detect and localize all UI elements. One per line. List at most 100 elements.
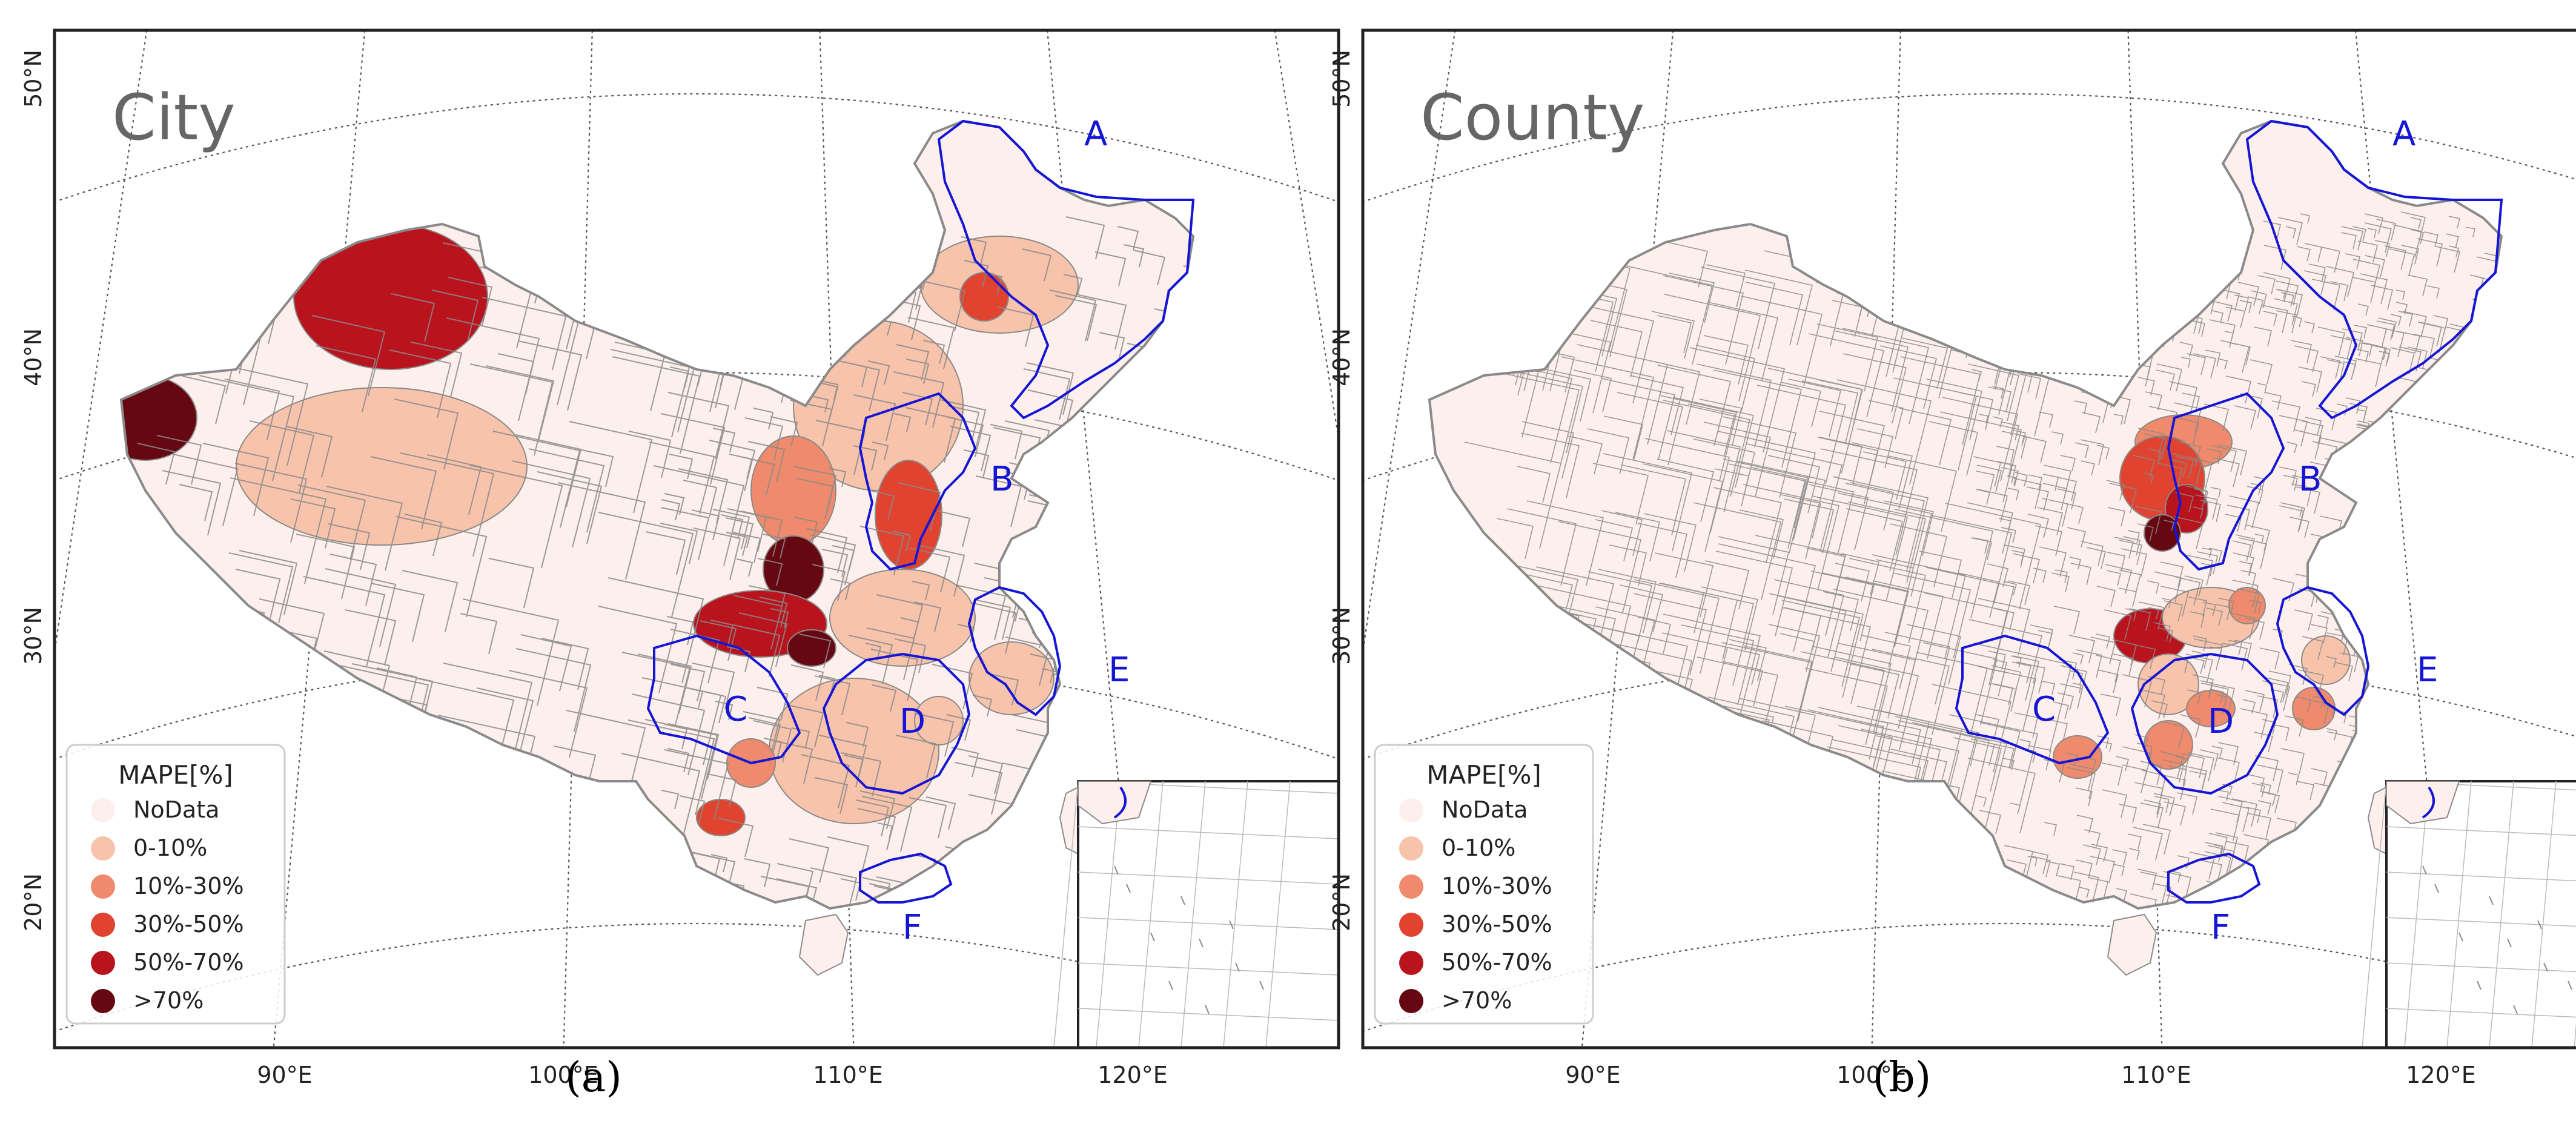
inset-island-7 bbox=[1168, 980, 1173, 990]
map-body-b: A B C D E F MAPE[%] NoData 0-10% 10%-30% 30%-50% 50… bbox=[1363, 30, 2576, 1048]
inset-south-china-sea-a bbox=[1053, 780, 1339, 1048]
region-label-d-a: D bbox=[899, 702, 925, 741]
legend-swatch-a-3 bbox=[91, 913, 115, 937]
mape-area-b-3 bbox=[2144, 514, 2181, 552]
legend-swatch-b-4 bbox=[1399, 951, 1423, 975]
inset-island-4 bbox=[2507, 938, 2512, 948]
mape-area-a-2 bbox=[236, 387, 528, 546]
inset-island-3 bbox=[1150, 932, 1155, 942]
longitude-label-a-3: 120°E bbox=[1098, 1062, 1168, 1088]
inset-frame-b bbox=[2385, 780, 2576, 1048]
panel-b-caption: (b) bbox=[1872, 1054, 1932, 1102]
legend-label-a-1: 0-10% bbox=[133, 835, 207, 861]
region-label-c-a: C bbox=[724, 690, 747, 729]
inset-island-1 bbox=[1126, 884, 1131, 893]
mape-area-b-8 bbox=[2144, 720, 2193, 770]
inset-island-5 bbox=[2543, 962, 2548, 972]
longitude-label-a-2: 110°E bbox=[813, 1062, 883, 1088]
longitude-label-b-3: 120°E bbox=[2406, 1062, 2476, 1088]
legend-label-b-4: 50%-70% bbox=[1442, 949, 1552, 976]
inset-island-0 bbox=[1114, 865, 1119, 875]
latitude-label-b-2: 30°N bbox=[1328, 607, 1355, 665]
region-label-c-b: C bbox=[2032, 690, 2056, 729]
latitude-label-a-3: 20°N bbox=[20, 873, 47, 931]
inset-mainland-b bbox=[2386, 781, 2460, 825]
inset-mainland-a bbox=[1078, 781, 1152, 825]
region-label-e-b: E bbox=[2417, 650, 2438, 690]
mape-area-b-11 bbox=[2292, 687, 2336, 730]
admin-units-a bbox=[121, 212, 1193, 908]
mape-area-b-9 bbox=[2053, 735, 2102, 779]
legend-swatch-a-1 bbox=[91, 836, 115, 861]
legend-swatch-b-0 bbox=[1399, 798, 1423, 822]
longitude-label-b-1: 100°E bbox=[1836, 1062, 1907, 1088]
legend-a: MAPE[%] NoData 0-10% 10%-30% 30%-50% 50%-70% >… bbox=[65, 744, 286, 1025]
legend-swatch-b-2 bbox=[1399, 874, 1423, 899]
panel-frame-b bbox=[1361, 28, 2576, 1050]
inset-island-3 bbox=[2458, 932, 2463, 942]
inset-island-7 bbox=[2477, 980, 2482, 990]
inset-island-1 bbox=[2434, 884, 2439, 893]
region-label-a-a: A bbox=[1084, 114, 1107, 154]
map-body-a: A B C D E F MAPE[%] NoData 0-10% 10%-30% 30%-50% 50… bbox=[55, 30, 1339, 1048]
panel-title-b: County bbox=[1420, 81, 1644, 154]
legend-box-a bbox=[65, 744, 286, 1025]
legend-b: MAPE[%] NoData 0-10% 10%-30% 30%-50% 50%-70% >… bbox=[1374, 744, 1594, 1025]
inset-island-6 bbox=[2568, 980, 2572, 990]
legend-title-b: MAPE[%] bbox=[1426, 760, 1541, 790]
region-label-e-a: E bbox=[1108, 650, 1130, 690]
longitude-label-b-0: 90°E bbox=[1565, 1062, 1620, 1088]
mape-area-a-15 bbox=[696, 799, 746, 836]
inset-island-5 bbox=[1235, 962, 1240, 972]
parallel-line-0 bbox=[1363, 93, 2576, 203]
inset-region-f-a bbox=[1113, 786, 1127, 819]
longitude-label-b-2: 110°E bbox=[2121, 1062, 2191, 1088]
latitude-label-b-0: 50°N bbox=[1328, 50, 1355, 108]
legend-label-b-5: >70% bbox=[1442, 987, 1512, 1014]
parallel-line-0 bbox=[55, 93, 1339, 203]
inset-island-9 bbox=[1229, 920, 1234, 930]
latitude-label-a-0: 50°N bbox=[20, 50, 47, 108]
legend-label-a-0: NoData bbox=[133, 796, 219, 823]
map-panel-a: A B C D E F MAPE[%] NoData 0-10% 10%-30% 30%-50% 50… bbox=[20, 28, 1340, 1088]
inset-island-2 bbox=[1180, 896, 1185, 905]
mape-area-b-10 bbox=[2301, 635, 2351, 685]
legend-label-a-5: >70% bbox=[133, 987, 204, 1014]
meridian-line-5 bbox=[1274, 30, 1339, 443]
legend-swatch-a-5 bbox=[91, 989, 115, 1013]
panel-frame-a bbox=[53, 28, 1340, 1050]
meridian-line-4 bbox=[2354, 30, 2453, 1048]
region-label-d-b: D bbox=[2208, 702, 2234, 741]
inset-island-9 bbox=[2537, 920, 2542, 930]
legend-label-a-4: 50%-70% bbox=[133, 949, 244, 976]
longitude-label-a-0: 90°E bbox=[257, 1062, 312, 1088]
legend-label-b-2: 10%-30% bbox=[1442, 873, 1552, 899]
mape-area-a-12 bbox=[769, 678, 939, 824]
inset-frame-a bbox=[1077, 780, 1339, 1048]
region-label-f-b: F bbox=[2211, 908, 2230, 947]
map-panel-b: A B C D E F MAPE[%] NoData 0-10% 10%-30% 30%-50% 50… bbox=[1328, 28, 2576, 1088]
legend-label-a-2: 10%-30% bbox=[133, 873, 244, 899]
inset-island-2 bbox=[2489, 896, 2494, 905]
mape-area-b-6 bbox=[2137, 653, 2199, 715]
inset-island-4 bbox=[1199, 938, 1204, 948]
legend-swatch-a-2 bbox=[91, 874, 115, 899]
legend-swatch-b-1 bbox=[1399, 836, 1423, 861]
legend-swatch-a-4 bbox=[91, 951, 115, 975]
legend-label-b-3: 30%-50% bbox=[1442, 911, 1552, 937]
inset-island-8 bbox=[2513, 1005, 2518, 1014]
latitude-label-a-2: 30°N bbox=[20, 607, 47, 665]
legend-label-b-0: NoData bbox=[1442, 796, 1528, 823]
latitude-label-b-1: 40°N bbox=[1328, 328, 1355, 386]
inset-south-china-sea-b bbox=[2362, 780, 2576, 1048]
legend-swatch-b-3 bbox=[1399, 913, 1423, 937]
legend-label-a-3: 30%-50% bbox=[133, 911, 244, 937]
latitude-label-a-1: 40°N bbox=[20, 328, 47, 386]
legend-label-b-1: 0-10% bbox=[1442, 835, 1515, 861]
region-label-f-a: F bbox=[902, 908, 922, 947]
legend-swatch-a-0 bbox=[91, 798, 115, 822]
inset-region-f-b bbox=[2422, 786, 2435, 819]
longitude-label-a-1: 100°E bbox=[528, 1062, 598, 1088]
legend-swatch-b-5 bbox=[1399, 989, 1423, 1013]
